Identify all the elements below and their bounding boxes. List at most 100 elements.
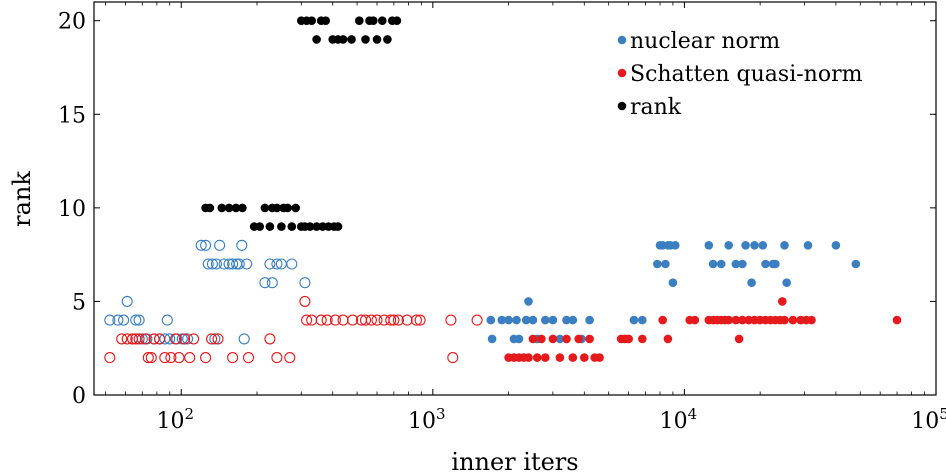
data-point [329, 314, 341, 326]
data-point [212, 333, 224, 345]
data-point [741, 241, 750, 250]
plot-frame [93, 1, 937, 396]
data-point [217, 203, 227, 213]
x-tick-label: 102 [156, 405, 194, 434]
data-point [780, 241, 789, 250]
data-point [580, 353, 589, 362]
data-point [778, 297, 787, 306]
data-point [255, 222, 264, 231]
data-point [514, 334, 524, 344]
data-point [708, 259, 718, 269]
data-point [112, 314, 124, 326]
y-tick-label: 20 [58, 10, 86, 35]
data-point [532, 353, 542, 362]
data-point [272, 203, 282, 213]
data-point [271, 352, 283, 364]
data-point [205, 203, 215, 213]
data-point [283, 203, 293, 213]
data-point [807, 315, 816, 325]
data-point [851, 259, 861, 269]
data-point [284, 352, 296, 364]
data-point [541, 315, 550, 325]
data-point [139, 333, 151, 345]
data-point [663, 334, 673, 344]
data-point [271, 258, 283, 270]
data-point [241, 258, 253, 270]
data-point [541, 353, 550, 362]
data-point [148, 333, 160, 345]
data-point [521, 315, 531, 325]
data-point [414, 314, 426, 326]
data-point [716, 259, 726, 269]
data-point [724, 241, 733, 250]
data-point [761, 259, 770, 269]
data-point [690, 315, 700, 325]
data-point [238, 203, 247, 213]
data-point [206, 258, 218, 270]
data-point [361, 35, 370, 44]
data-point [161, 314, 173, 326]
data-point [747, 278, 756, 288]
data-point [512, 315, 521, 325]
data-point [126, 333, 139, 345]
legend-label: rank [630, 95, 682, 120]
data-point [378, 16, 387, 26]
data-point [301, 314, 313, 326]
data-point [170, 333, 182, 345]
data-point [154, 333, 166, 345]
data-point [724, 315, 733, 325]
data-point [312, 35, 321, 44]
data-point [259, 277, 271, 289]
data-point [287, 222, 297, 231]
x-tick-label: 105 [911, 405, 946, 434]
data-points [104, 16, 902, 364]
data-point [568, 315, 578, 325]
data-point [200, 239, 212, 251]
data-point [210, 258, 222, 270]
data-point [266, 277, 278, 289]
data-point [224, 203, 234, 213]
data-point [548, 315, 558, 325]
data-point [401, 314, 413, 326]
data-point [321, 314, 333, 326]
data-point [188, 333, 200, 345]
data-point [486, 315, 496, 325]
legend-marker [617, 68, 627, 78]
data-point [369, 16, 378, 26]
data-point [392, 16, 402, 26]
legend: nuclear norm Schatten quasi-norm rank [617, 29, 863, 120]
data-point [299, 295, 311, 307]
data-point [574, 334, 583, 344]
data-point [653, 259, 662, 269]
data-point [371, 314, 383, 326]
data-point [214, 239, 226, 251]
data-point [260, 203, 270, 213]
data-point [537, 334, 546, 344]
data-point [236, 239, 248, 251]
data-point [121, 295, 133, 307]
data-point [750, 241, 759, 250]
data-point [347, 314, 359, 326]
data-point [447, 352, 459, 364]
data-point [585, 315, 594, 325]
data-point [385, 314, 397, 326]
data-point [333, 222, 343, 231]
data-point [528, 334, 538, 344]
data-point [595, 353, 604, 362]
data-point [173, 352, 185, 364]
data-point [121, 333, 133, 345]
data-point [233, 258, 245, 270]
data-point [629, 315, 639, 325]
data-point [142, 352, 154, 364]
data-point [133, 314, 145, 326]
data-point [624, 334, 633, 344]
data-point [307, 16, 317, 26]
data-point [227, 352, 239, 364]
data-point [504, 315, 513, 325]
data-point [130, 314, 142, 326]
data-point [265, 222, 275, 231]
data-point [410, 314, 422, 326]
data-point [116, 333, 128, 345]
data-point [165, 352, 177, 364]
data-point [528, 315, 538, 325]
